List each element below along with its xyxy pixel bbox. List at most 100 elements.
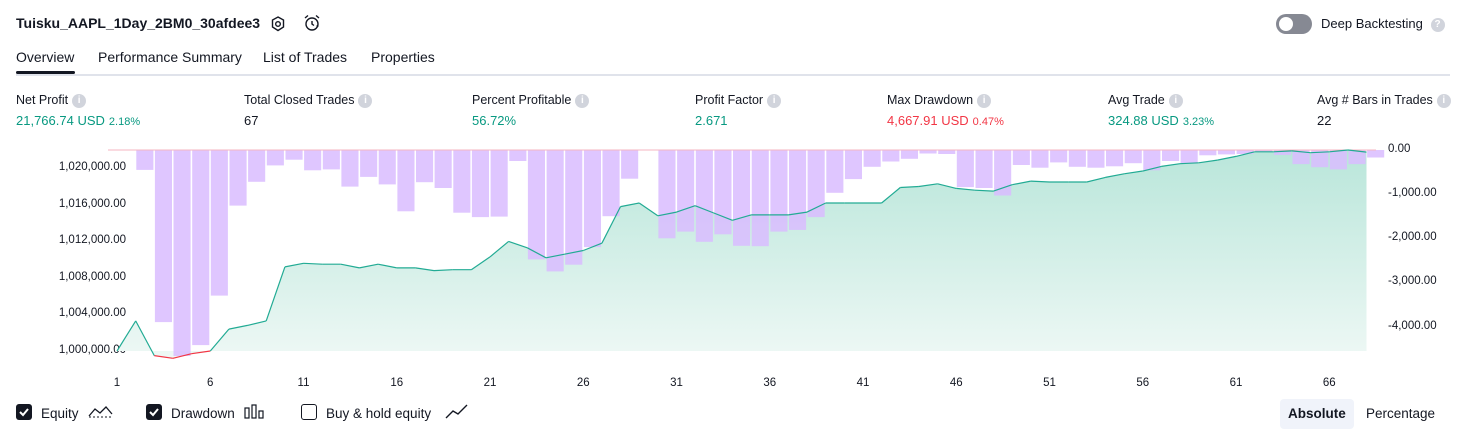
x-axis-tick: 61 bbox=[1229, 377, 1243, 389]
equity-line-segment bbox=[209, 328, 230, 352]
drawdown-bar bbox=[1087, 150, 1105, 168]
equity-line-segment bbox=[1012, 180, 1031, 186]
percentage-mode-button[interactable]: Percentage bbox=[1366, 406, 1436, 421]
trend-line-icon bbox=[445, 403, 469, 424]
equity-line-segment bbox=[1329, 149, 1348, 153]
drawdown-bar bbox=[1273, 150, 1291, 155]
deep-backtesting-toggle[interactable] bbox=[1276, 14, 1312, 34]
tab-overview[interactable]: Overview bbox=[16, 49, 75, 65]
y-axis-right-tick: -3,000.00 bbox=[1388, 275, 1437, 288]
equity-line-segment bbox=[359, 263, 379, 269]
equity-line-segment bbox=[1161, 163, 1181, 167]
drawdown-bar bbox=[378, 150, 396, 185]
tab-bar: Overview Performance Summary List of Tra… bbox=[16, 40, 1450, 76]
drawdown-bar bbox=[173, 150, 191, 356]
equity-line-segment bbox=[974, 189, 994, 192]
drawdown-bar bbox=[1311, 150, 1329, 168]
settings-icon[interactable] bbox=[268, 14, 288, 34]
drawdown-bar bbox=[248, 150, 266, 182]
equity-line-segment bbox=[527, 247, 547, 259]
help-icon[interactable]: i bbox=[977, 93, 992, 108]
drawdown-bar bbox=[733, 150, 751, 246]
drawdown-bar bbox=[900, 150, 918, 159]
drawdown-bar bbox=[509, 150, 527, 161]
drawdown-bar bbox=[938, 150, 956, 154]
metric-max-drawdown: Max Drawdown i 4,667.91 USD 0.47% bbox=[887, 93, 1004, 128]
x-axis-tick: 31 bbox=[670, 377, 683, 389]
equity-line-segment bbox=[228, 324, 248, 330]
equity-line-segment bbox=[172, 353, 192, 359]
buy-hold-equity-label: Buy & hold equity bbox=[326, 406, 432, 421]
equity-line-segment bbox=[116, 320, 137, 352]
tab-list-of-trades[interactable]: List of Trades bbox=[263, 49, 348, 65]
metric-avg-bars-in-trades: Avg # Bars in Trades i 22 bbox=[1317, 93, 1451, 128]
drawdown-bar bbox=[1180, 150, 1198, 164]
x-axis-tick: 36 bbox=[763, 377, 777, 389]
y-axis-left-tick: 1,012,000.00 bbox=[58, 234, 126, 247]
drawdown-bar bbox=[807, 150, 825, 218]
drawdown-bar bbox=[360, 150, 378, 177]
drawdown-bar bbox=[154, 150, 172, 323]
help-icon[interactable]: i bbox=[358, 93, 373, 108]
drawdown-label: Drawdown bbox=[171, 406, 235, 421]
x-axis-tick: 16 bbox=[390, 377, 404, 389]
equity-line-segment bbox=[284, 262, 304, 268]
drawdown-bar bbox=[770, 150, 788, 232]
drawdown-bar bbox=[844, 150, 862, 180]
drawdown-bar bbox=[434, 150, 452, 188]
equity-area bbox=[117, 150, 1367, 359]
equity-line-segment bbox=[1030, 180, 1050, 183]
metric-profit-factor: Profit Factor i 2.671 bbox=[695, 93, 782, 128]
tab-performance-summary[interactable]: Performance Summary bbox=[98, 49, 242, 65]
equity-line-segment bbox=[1217, 155, 1237, 161]
equity-line-segment bbox=[601, 206, 622, 244]
help-icon[interactable]: ? bbox=[1430, 17, 1445, 32]
drawdown-bar bbox=[677, 150, 695, 232]
tab-properties[interactable]: Properties bbox=[371, 49, 435, 65]
equity-line-segment bbox=[676, 205, 696, 213]
drawdown-bar bbox=[1031, 150, 1049, 168]
help-icon[interactable]: i bbox=[1168, 93, 1183, 108]
equity-line-segment bbox=[638, 202, 659, 217]
x-axis-tick: 41 bbox=[856, 377, 870, 389]
equity-line-icon bbox=[88, 404, 114, 423]
absolute-mode-button[interactable]: Absolute bbox=[1280, 399, 1354, 429]
equity-line-segment bbox=[1086, 176, 1106, 183]
x-axis-tick: 56 bbox=[1136, 377, 1150, 389]
help-icon[interactable]: i bbox=[1436, 93, 1451, 108]
y-axis-left-tick: 1,004,000.00 bbox=[58, 307, 126, 320]
drawdown-bar bbox=[1050, 150, 1068, 163]
alarm-clock-icon[interactable] bbox=[302, 13, 322, 33]
drawdown-bar bbox=[658, 150, 676, 239]
drawdown-bar bbox=[975, 150, 993, 188]
drawdown-bar bbox=[1106, 150, 1124, 167]
drawdown-bar bbox=[341, 150, 359, 187]
equity-line-segment bbox=[788, 211, 808, 216]
equity-line-segment bbox=[694, 205, 715, 214]
equity-line-segment bbox=[993, 184, 1013, 192]
equity-line-segment bbox=[956, 187, 975, 191]
help-icon[interactable]: i bbox=[575, 93, 590, 108]
equity-line-segment bbox=[1105, 173, 1125, 178]
equity-line-segment bbox=[713, 212, 733, 221]
help-icon[interactable]: i bbox=[767, 93, 782, 108]
equity-line-segment bbox=[918, 183, 938, 188]
equity-line-segment bbox=[415, 267, 435, 272]
equity-line-segment bbox=[1291, 150, 1311, 154]
y-axis-right-tick: -1,000.00 bbox=[1388, 187, 1437, 200]
equity-line-segment bbox=[191, 350, 211, 355]
drawdown-bar bbox=[416, 150, 434, 183]
drawdown-bar bbox=[1162, 150, 1180, 161]
drawdown-bar bbox=[1236, 150, 1254, 154]
x-axis-tick: 51 bbox=[1043, 377, 1056, 389]
equity-line-segment bbox=[1179, 162, 1199, 165]
drawdown-bar bbox=[1124, 150, 1142, 164]
x-axis-tick: 66 bbox=[1322, 377, 1336, 389]
buy-hold-equity-checkbox[interactable] bbox=[301, 404, 317, 420]
equity-checkbox[interactable] bbox=[16, 404, 32, 420]
y-axis-left-tick: 1,000,000.00 bbox=[58, 344, 126, 356]
drawdown-checkbox[interactable] bbox=[146, 404, 162, 420]
help-icon[interactable]: i bbox=[72, 93, 87, 108]
drawdown-bar bbox=[1255, 150, 1273, 152]
